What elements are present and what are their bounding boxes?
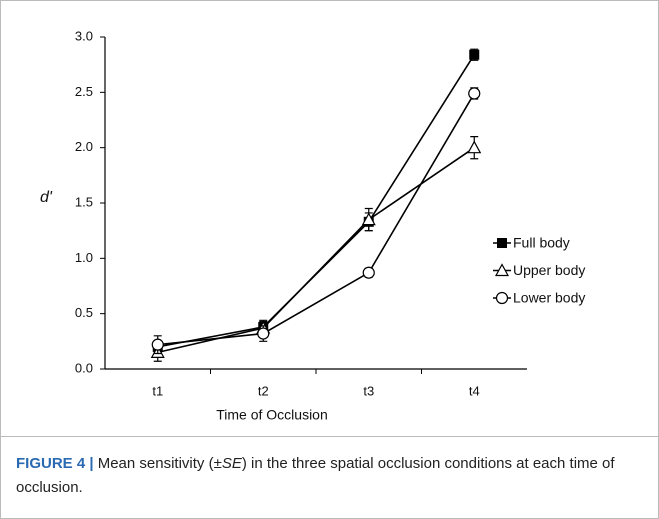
legend-marker xyxy=(497,238,507,248)
legend-label: Upper body xyxy=(513,262,585,278)
caption: FIGURE 4 | Mean sensitivity (±SE) in the… xyxy=(16,452,641,500)
x-tick-label: t4 xyxy=(469,383,480,398)
y-tick-label: 3.0 xyxy=(75,28,93,43)
separator xyxy=(0,436,659,437)
data-point xyxy=(362,266,375,279)
data-point xyxy=(151,338,164,351)
caption-text: SE xyxy=(221,455,242,472)
y-tick-label: 2.0 xyxy=(75,139,93,154)
caption-label: FIGURE 4 | xyxy=(16,455,94,472)
series-line xyxy=(157,93,475,346)
y-axis-label: d' xyxy=(40,189,53,206)
caption-text: ) in the three spatial occlusion conditi… xyxy=(16,455,615,496)
data-point xyxy=(257,327,270,340)
x-axis-label: Time of Occlusion xyxy=(216,407,328,423)
chart: Time of Occlusion d' 0.0 0.5 1.0 1.5 2.0 2.5 3… xyxy=(40,28,585,423)
x-tick-label: t3 xyxy=(363,383,374,398)
legend-marker xyxy=(495,291,509,305)
y-tick-label: 0.0 xyxy=(75,360,93,375)
data-point xyxy=(361,212,376,226)
series-line xyxy=(157,147,475,354)
x-tick-label: t1 xyxy=(152,383,163,398)
legend-marker xyxy=(494,263,510,277)
data-point xyxy=(468,87,481,100)
data-point xyxy=(467,140,482,154)
y-tick-label: 1.0 xyxy=(75,250,93,265)
x-tick-label: t2 xyxy=(258,383,269,398)
caption-text: Mean sensitivity (± xyxy=(97,455,222,472)
y-tick-label: 1.5 xyxy=(75,194,93,209)
legend-label: Lower body xyxy=(513,290,585,306)
legend-label: Full body xyxy=(513,235,570,251)
y-tick-label: 0.5 xyxy=(75,305,93,320)
y-tick-label: 2.5 xyxy=(75,84,93,99)
data-point xyxy=(469,49,480,60)
